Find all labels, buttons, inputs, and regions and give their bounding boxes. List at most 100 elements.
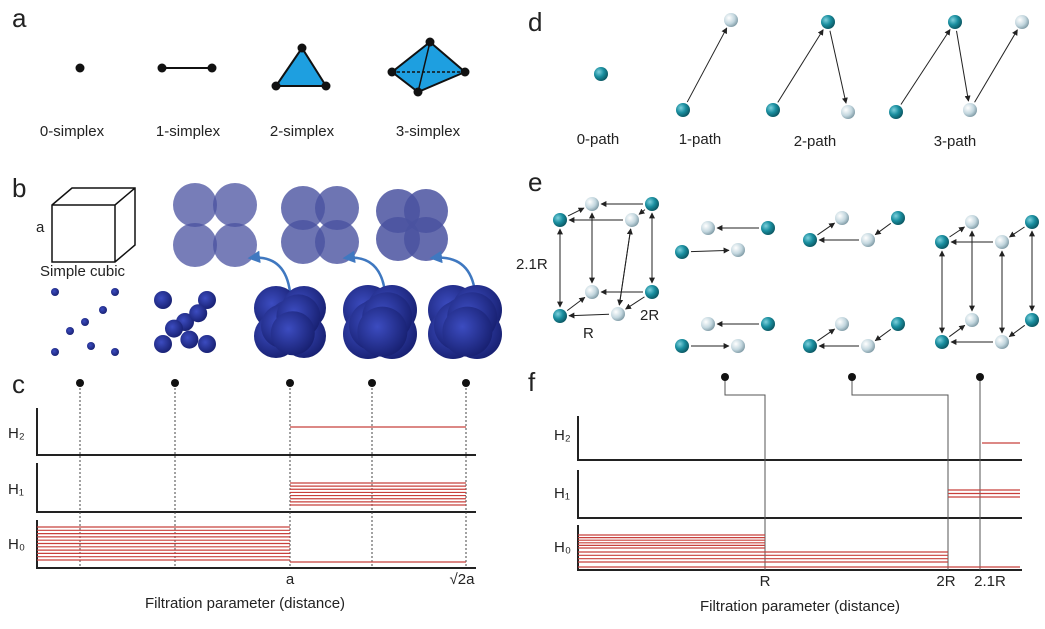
- atom-disk: [213, 183, 257, 227]
- atom-disk: [315, 186, 359, 230]
- path-label: 3-path: [934, 133, 977, 150]
- atom: [189, 304, 208, 323]
- atom-sphere: [553, 213, 567, 227]
- atom-sphere: [731, 243, 745, 257]
- arrow: [817, 222, 836, 236]
- atom-sphere: [675, 339, 689, 353]
- shape: [36, 408, 476, 569]
- atom-sphere: [1015, 15, 1029, 29]
- atom-sphere: [803, 233, 817, 247]
- shape: [976, 373, 984, 381]
- arrow: [1008, 324, 1026, 338]
- shape: [51, 187, 136, 263]
- atom-sphere: [835, 317, 849, 331]
- shape: [417, 41, 431, 93]
- row-label: H₁: [554, 485, 570, 502]
- x-tick-label: √2a: [450, 571, 476, 588]
- atom-sphere: [645, 197, 659, 211]
- atom: [66, 327, 74, 335]
- dot: [286, 379, 294, 387]
- arrow: [690, 247, 730, 254]
- row-label: H₀: [554, 539, 571, 556]
- atom-sphere: [965, 215, 979, 229]
- panel-d: d 0-path 1-path 2-path 3-path: [528, 7, 1029, 150]
- atom-sphere: [965, 313, 979, 327]
- atom: [198, 291, 216, 309]
- row-label: H₁: [8, 481, 24, 498]
- atom-sphere: [861, 339, 875, 353]
- atom-sphere: [731, 339, 745, 353]
- axis-title: Filtration parameter (distance): [145, 595, 345, 612]
- atom-sphere: [889, 105, 903, 119]
- shape: [157, 63, 167, 73]
- panel-label: c: [12, 369, 25, 399]
- atom-sphere: [891, 317, 905, 331]
- atom-sphere: [995, 235, 1009, 249]
- atom: [442, 306, 493, 357]
- atom-sphere: [594, 67, 608, 81]
- arrow: [874, 328, 892, 342]
- atom-sphere: [948, 15, 962, 29]
- atom: [154, 291, 172, 309]
- atom-sphere: [553, 309, 567, 323]
- simplex-label: 2-simplex: [270, 123, 335, 140]
- shape: [274, 46, 328, 87]
- atom: [51, 348, 59, 356]
- cube-label: Simple cubic: [40, 263, 126, 280]
- edge-label: a: [36, 219, 45, 236]
- atom-sphere: [891, 211, 905, 225]
- path-label: 1-path: [679, 131, 722, 148]
- atom-disk: [173, 223, 217, 267]
- row-label: H₀: [8, 536, 25, 553]
- arrow: [342, 250, 387, 293]
- path-label: 2-path: [794, 133, 837, 150]
- atom: [180, 330, 199, 349]
- atom-sphere: [724, 13, 738, 27]
- atom-disk: [281, 220, 325, 264]
- arrow: [1008, 226, 1025, 238]
- atom: [99, 306, 107, 314]
- arrow: [874, 222, 892, 236]
- panel-c: c H₂ H₁ H₀ a √2a Filtration parameter (d…: [8, 369, 476, 612]
- arrow: [956, 30, 971, 102]
- shape: [724, 378, 981, 570]
- dot: [171, 379, 179, 387]
- atom-sphere: [676, 103, 690, 117]
- panel-a: a 0-simplex 1-simplex 2-simplex 3-simple…: [12, 3, 470, 140]
- atom-sphere: [935, 335, 949, 349]
- atom-sphere: [761, 317, 775, 331]
- panel-label: e: [528, 167, 542, 197]
- shape: [75, 63, 85, 73]
- shape: [413, 87, 423, 97]
- atom: [111, 348, 119, 356]
- arrow: [948, 324, 966, 338]
- arrow: [618, 228, 633, 306]
- panel-f: f H₂ H₁ H₀ R 2R 2.1R Filtration paramete…: [528, 367, 1022, 615]
- arrow: [638, 208, 646, 215]
- simplex-label: 0-simplex: [40, 123, 105, 140]
- arrow: [247, 250, 292, 293]
- arrow: [949, 226, 966, 238]
- axis-title: Filtration parameter (distance): [700, 598, 900, 615]
- atom-sphere: [625, 213, 639, 227]
- atom: [270, 311, 315, 356]
- panel-b: b a Simple cubic: [12, 173, 502, 359]
- atom: [51, 288, 59, 296]
- atom-sphere: [963, 103, 977, 117]
- edge-label: 2R: [640, 307, 659, 324]
- atom-disk: [281, 186, 325, 230]
- arrow: [829, 30, 848, 104]
- x-tick-label: a: [286, 571, 295, 588]
- atom-sphere: [835, 211, 849, 225]
- panel-e: e 2.1R R 2R: [516, 167, 1039, 353]
- atom: [154, 335, 172, 353]
- atom: [165, 319, 183, 338]
- x-tick-label: 2.1R: [974, 573, 1006, 590]
- panel-label: b: [12, 173, 26, 203]
- arrow: [974, 29, 1018, 103]
- atom: [87, 342, 95, 350]
- x-tick-label: 2R: [936, 573, 955, 590]
- atom-sphere: [645, 285, 659, 299]
- atom-sphere: [701, 221, 715, 235]
